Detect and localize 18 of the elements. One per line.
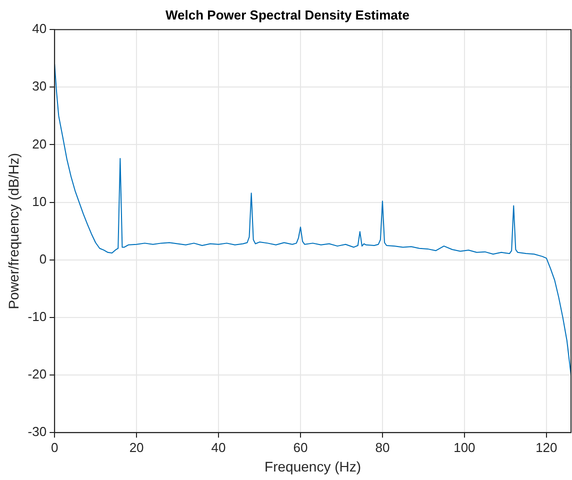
y-tick-label: 30 [32, 78, 47, 94]
y-axis-title: Power/frequency (dB/Hz) [5, 152, 22, 310]
x-axis-title: Frequency (Hz) [264, 458, 362, 474]
y-tick-label: 40 [32, 21, 47, 36]
y-tick-label: 0 [39, 251, 47, 266]
y-tick-label: -30 [28, 424, 47, 440]
y-tick-label: 20 [32, 136, 47, 152]
x-tick-label: 20 [129, 440, 144, 455]
x-tick-label: 100 [454, 440, 476, 455]
y-tick-label: -20 [28, 366, 47, 382]
y-tick-label: -10 [28, 309, 47, 324]
x-tick-label: 80 [375, 440, 390, 455]
x-tick-label: 40 [211, 440, 226, 455]
x-tick-label: 0 [50, 440, 58, 455]
x-tick-label: 60 [293, 440, 308, 455]
chart-title: Welch Power Spectral Density Estimate [166, 7, 410, 22]
x-tick-label: 120 [536, 440, 558, 455]
y-tick-label: 10 [32, 194, 47, 209]
